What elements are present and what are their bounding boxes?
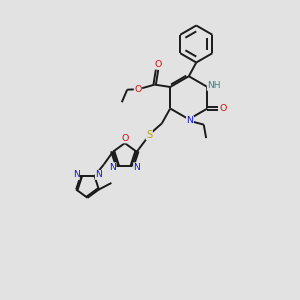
Text: N: N (95, 170, 102, 179)
Text: N: N (187, 116, 194, 125)
Text: O: O (134, 85, 142, 94)
Text: O: O (154, 60, 162, 69)
Text: N: N (109, 163, 116, 172)
Text: O: O (121, 134, 128, 143)
Text: S: S (146, 130, 152, 140)
Text: O: O (219, 104, 227, 113)
Text: N: N (73, 170, 80, 179)
Text: NH: NH (207, 81, 221, 90)
Text: N: N (134, 163, 140, 172)
